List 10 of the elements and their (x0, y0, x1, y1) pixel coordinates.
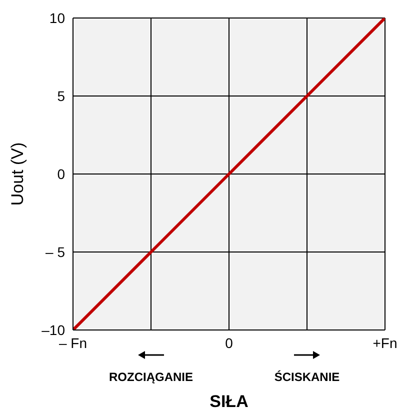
y-tick-label: – 5 (46, 244, 66, 260)
x-tick-label: 0 (225, 334, 234, 351)
y-tick-label: 10 (49, 10, 66, 26)
x-tick-label: +Fn (372, 334, 398, 351)
y-axis-title: Uout (V) (8, 142, 28, 206)
y-tick-label: 0 (57, 166, 66, 182)
x-axis-title: SIŁA (208, 392, 250, 412)
y-tick-label: 5 (57, 88, 66, 104)
text: ROZCIĄGANIE (108, 370, 194, 384)
text: ŚCISKANIE (273, 370, 341, 384)
